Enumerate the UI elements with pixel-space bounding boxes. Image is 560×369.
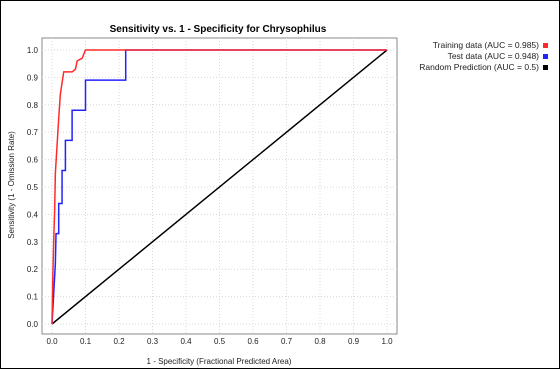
y-axis-label: Sensitivity (1 - Omission Rate) [7,131,16,239]
x-tick-label: 0.0 [46,337,58,346]
y-tick-label: 0.9 [27,73,39,82]
legend-label: Training data (AUC = 0.985) [432,40,539,50]
test-data-line [51,49,387,325]
legend-label: Test data (AUC = 0.948) [447,51,539,61]
x-axis-label: 1 - Specificity (Fractional Predicted Ar… [147,357,292,366]
legend-item: Test data (AUC = 0.948) [448,51,548,61]
y-tick-label: 0.7 [27,128,39,137]
y-tick-label: 0.0 [27,320,39,329]
axis-ticks: 0.0 0.1 0.2 0.3 0.4 0.5 0.6 0.7 0.8 0.9 1.0 0.0 0.1 0… [27,46,393,346]
training-data-line [51,49,387,325]
legend-swatch [543,64,548,70]
chart-title: Sensitivity vs. 1 - Specificity for Chry… [110,24,327,35]
y-tick-label: 0.6 [27,156,39,165]
x-tick-label: 0.3 [147,337,159,346]
y-tick-label: 0.3 [27,238,39,247]
x-tick-label: 0.4 [180,337,192,346]
x-tick-label: 0.1 [80,337,92,346]
legend-item: Training data (AUC = 0.985) [433,40,548,50]
y-tick-label: 0.4 [27,210,39,219]
y-tick-label: 0.2 [27,265,39,274]
legend-item: Random Prediction (AUC = 0.5) [419,62,548,72]
y-tick-label: 0.1 [27,293,39,302]
x-tick-label: 0.9 [348,337,360,346]
x-tick-label: 0.7 [281,337,293,346]
x-tick-label: 1.0 [381,337,393,346]
x-tick-label: 0.2 [113,337,125,346]
random-prediction-line [51,49,388,325]
legend-label: Random Prediction (AUC = 0.5) [419,62,539,72]
legend-swatch [543,42,548,48]
x-tick-label: 0.8 [314,337,326,346]
y-tick-label: 0.8 [27,101,39,110]
x-tick-label: 0.6 [247,337,259,346]
y-tick-label: 1.0 [27,46,39,55]
legend-swatch [543,53,548,59]
y-tick-label: 0.5 [27,183,39,192]
series-group [51,49,388,325]
x-tick-label: 0.5 [214,337,226,346]
